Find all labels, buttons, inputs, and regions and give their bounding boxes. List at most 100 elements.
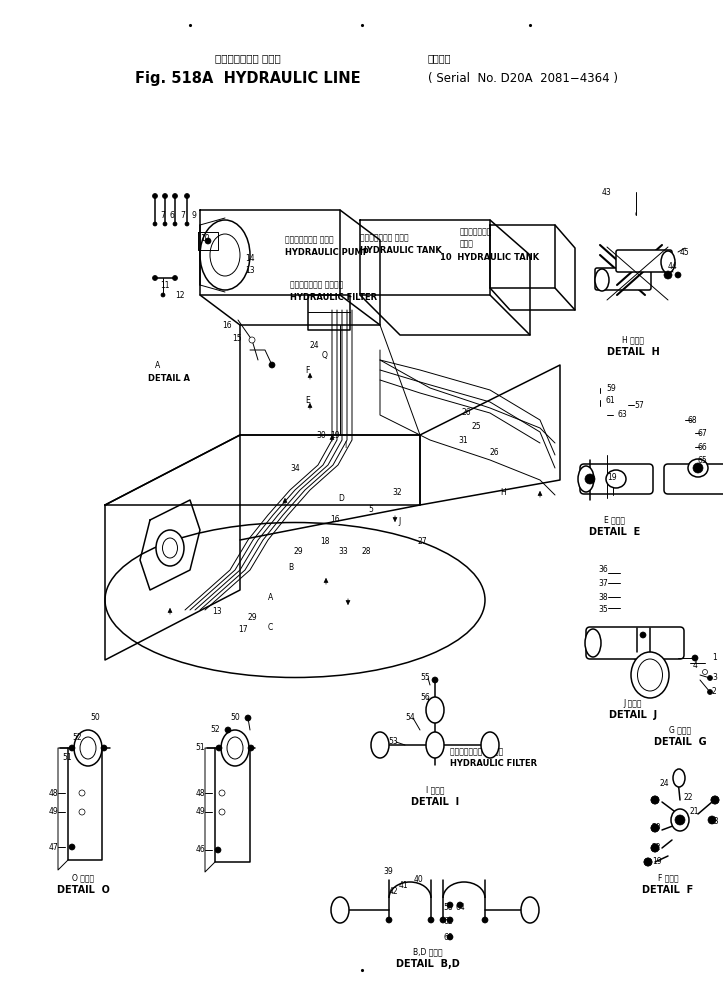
Text: 13: 13 [245,265,254,274]
Text: 56: 56 [420,694,430,703]
Text: H 部詳細: H 部詳細 [622,335,644,344]
Circle shape [711,796,719,804]
Text: 55: 55 [420,674,430,683]
Circle shape [711,796,719,804]
Ellipse shape [688,459,708,477]
Text: 61: 61 [606,395,615,404]
Ellipse shape [156,530,184,566]
Text: F: F [305,365,309,374]
Ellipse shape [606,470,626,488]
Text: ハイドロリック ライン: ハイドロリック ライン [215,53,281,63]
Circle shape [153,275,158,280]
Ellipse shape [80,737,96,759]
Text: D: D [338,493,344,503]
Ellipse shape [671,809,689,831]
Ellipse shape [631,652,669,698]
Text: 22: 22 [652,843,662,852]
Text: DETAIL  O: DETAIL O [56,885,109,895]
Text: Fig. 518A  HYDRAULIC LINE: Fig. 518A HYDRAULIC LINE [135,71,361,86]
Circle shape [482,917,488,923]
Circle shape [432,677,438,683]
Text: 11: 11 [160,280,169,289]
Circle shape [675,815,685,825]
Text: I: I [344,440,346,449]
Text: 67: 67 [697,428,707,437]
Text: E 部詳細: E 部詳細 [604,516,625,525]
Text: 52: 52 [72,734,82,743]
Text: 44: 44 [667,261,677,270]
Text: 65: 65 [697,455,707,464]
Text: DETAIL  J: DETAIL J [609,710,657,720]
Circle shape [173,194,178,199]
Circle shape [708,676,712,681]
Text: ハイドロリック タンク: ハイドロリック タンク [360,234,408,243]
Circle shape [185,222,189,226]
Circle shape [219,790,225,796]
Text: 43: 43 [602,188,612,197]
Text: 適用号機: 適用号機 [428,53,451,63]
Text: 21: 21 [690,807,699,816]
Text: 2: 2 [712,688,716,697]
Text: 33: 33 [338,548,348,557]
Text: 23: 23 [710,817,719,826]
FancyBboxPatch shape [586,627,684,659]
Text: 60: 60 [443,932,453,941]
Ellipse shape [578,466,594,492]
Text: 12: 12 [175,290,184,299]
Circle shape [215,847,221,853]
Text: 10  HYDRAULIC TANK: 10 HYDRAULIC TANK [440,252,539,261]
Text: 49: 49 [48,807,58,816]
Text: O 部詳細: O 部詳細 [72,873,94,882]
Text: 29: 29 [248,614,257,623]
Ellipse shape [481,732,499,758]
Circle shape [79,790,85,796]
Text: 38: 38 [599,593,608,602]
Ellipse shape [163,538,178,558]
Text: 24: 24 [660,778,669,787]
Text: 4: 4 [693,661,698,670]
Text: 47: 47 [48,842,58,851]
Ellipse shape [673,769,685,787]
Text: タンク: タンク [460,240,474,249]
Circle shape [447,902,453,908]
Ellipse shape [105,523,485,678]
Text: 5: 5 [368,506,373,515]
Text: ハイドロリック フィルタ: ハイドロリック フィルタ [290,280,343,289]
Circle shape [163,194,168,199]
Circle shape [101,745,107,751]
Text: HYDRAULIC PUMP: HYDRAULIC PUMP [285,248,369,256]
Ellipse shape [661,251,675,273]
Circle shape [585,474,595,484]
Text: 46: 46 [195,845,205,854]
Text: 14: 14 [245,253,254,262]
Text: 27: 27 [418,538,427,547]
Ellipse shape [426,697,444,723]
Text: E: E [305,395,309,404]
Text: H: H [500,487,506,496]
Ellipse shape [521,897,539,923]
Text: 17: 17 [238,626,247,635]
Text: 58: 58 [443,902,453,911]
Circle shape [205,238,211,244]
Ellipse shape [200,220,250,290]
Ellipse shape [227,737,243,759]
Text: 45: 45 [680,248,690,256]
Ellipse shape [638,659,662,691]
Circle shape [447,934,453,940]
Ellipse shape [221,730,249,766]
Text: DETAIL  G: DETAIL G [654,737,706,747]
Text: ハイドロリック フィルタ: ハイドロリック フィルタ [450,748,503,756]
Text: 39: 39 [383,867,393,876]
Circle shape [69,745,75,751]
Text: DETAIL  H: DETAIL H [607,347,659,357]
Circle shape [386,917,392,923]
Circle shape [651,796,659,804]
Text: 22: 22 [683,793,693,802]
Text: 7: 7 [160,211,165,220]
Ellipse shape [74,730,102,766]
Circle shape [161,293,165,297]
Text: 40: 40 [413,875,423,884]
Text: 59: 59 [606,383,616,392]
Text: 7: 7 [180,211,185,220]
Text: 50: 50 [230,714,240,723]
